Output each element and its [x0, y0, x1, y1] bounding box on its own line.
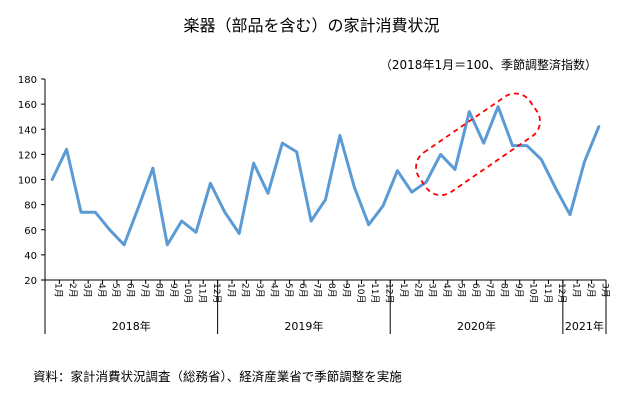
x-tick-label-group: 12月 — [211, 283, 222, 303]
x-tick-label-group: 12月 — [556, 283, 567, 303]
x-tick-label-group: 4月 — [268, 283, 279, 298]
x-tick-label-group: 6月 — [125, 283, 136, 298]
x-tick-label-group: 2月 — [240, 283, 251, 298]
x-tick-label: 5月 — [283, 283, 294, 298]
x-tick-label: 1月 — [53, 283, 64, 298]
y-tick-label: 20 — [24, 276, 37, 287]
x-tick-label: 3月 — [599, 283, 610, 298]
x-tick-label: 9月 — [168, 283, 179, 298]
x-tick-label: 10月 — [182, 283, 193, 303]
x-tick-label-group: 4月 — [441, 283, 452, 298]
year-label: 2019年 — [284, 319, 323, 333]
chart-subtitle: （2018年1月＝100、季節調整済指数） — [379, 58, 597, 72]
x-tick-label-group: 3月 — [599, 283, 610, 298]
y-tick-label: 180 — [18, 75, 37, 86]
x-tick-label-group: 8月 — [326, 283, 337, 298]
x-tick-label: 8月 — [499, 283, 510, 298]
x-tick-label: 11月 — [197, 283, 208, 303]
x-tick-label: 2月 — [67, 283, 78, 298]
x-tick-label: 1月 — [571, 283, 582, 298]
x-tick-label-group: 7月 — [484, 283, 495, 298]
x-tick-label: 3月 — [81, 283, 92, 298]
x-tick-label-group: 6月 — [297, 283, 308, 298]
x-tick-label-group: 10月 — [182, 283, 193, 303]
x-tick-label: 12月 — [384, 283, 395, 303]
x-tick-label: 3月 — [427, 283, 438, 298]
x-tick-label: 12月 — [211, 283, 222, 303]
x-tick-label: 7月 — [312, 283, 323, 298]
x-tick-label: 2月 — [412, 283, 423, 298]
x-tick-label-group: 5月 — [455, 283, 466, 298]
x-tick-label-group: 12月 — [384, 283, 395, 303]
x-tick-label-group: 6月 — [470, 283, 481, 298]
x-tick-label: 4月 — [441, 283, 452, 298]
x-tick-label-group: 5月 — [283, 283, 294, 298]
y-tick-label: 40 — [24, 251, 37, 262]
x-tick-label-group: 9月 — [340, 283, 351, 298]
x-tick-label: 7月 — [484, 283, 495, 298]
x-tick-label: 2月 — [240, 283, 251, 298]
x-tick-label-group: 1月 — [571, 283, 582, 298]
x-tick-label-group: 11月 — [369, 283, 380, 303]
y-tick-label: 100 — [18, 176, 37, 187]
x-tick-label: 10月 — [355, 283, 366, 303]
x-tick-label-group: 5月 — [110, 283, 121, 298]
x-tick-label-group: 3月 — [81, 283, 92, 298]
y-tick-label: 120 — [18, 150, 37, 161]
x-tick-label-group: 9月 — [513, 283, 524, 298]
x-tick-label: 11月 — [542, 283, 553, 303]
x-tick-label-group: 3月 — [254, 283, 265, 298]
x-tick-label-group: 1月 — [53, 283, 64, 298]
x-tick-label-group: 10月 — [355, 283, 366, 303]
x-tick-label: 8月 — [326, 283, 337, 298]
x-tick-label-group: 11月 — [197, 283, 208, 303]
x-tick-label-group: 1月 — [398, 283, 409, 298]
x-tick-label: 1月 — [225, 283, 236, 298]
year-label: 2020年 — [457, 319, 496, 333]
x-tick-label: 6月 — [297, 283, 308, 298]
x-tick-label: 4月 — [268, 283, 279, 298]
x-tick-label-group: 9月 — [168, 283, 179, 298]
y-tick-label: 80 — [24, 201, 37, 212]
x-tick-label: 3月 — [254, 283, 265, 298]
x-tick-label-group: 2月 — [67, 283, 78, 298]
x-tick-label: 5月 — [455, 283, 466, 298]
source-note: 資料：家計消費状況調査（総務省）、経済産業省で季節調整を実施 — [33, 369, 402, 384]
x-tick-label: 10月 — [527, 283, 538, 303]
x-tick-label-group: 8月 — [153, 283, 164, 298]
series-line — [50, 105, 601, 247]
x-tick-label: 1月 — [398, 283, 409, 298]
x-tick-label-group: 11月 — [542, 283, 553, 303]
y-tick-label: 60 — [24, 226, 37, 237]
x-tick-label-group: 7月 — [312, 283, 323, 298]
highlight-dashed-box — [415, 92, 541, 197]
x-tick-label: 12月 — [556, 283, 567, 303]
x-tick-label: 5月 — [110, 283, 121, 298]
x-tick-label-group: 2月 — [412, 283, 423, 298]
x-tick-label: 7月 — [139, 283, 150, 298]
year-label: 2021年 — [565, 319, 604, 333]
x-tick-label-group: 10月 — [527, 283, 538, 303]
x-tick-label: 2月 — [585, 283, 596, 298]
y-tick-label: 160 — [18, 100, 37, 111]
x-tick-label-group: 3月 — [427, 283, 438, 298]
x-tick-label: 9月 — [340, 283, 351, 298]
x-tick-label-group: 8月 — [499, 283, 510, 298]
x-tick-label: 4月 — [96, 283, 107, 298]
x-tick-label: 8月 — [153, 283, 164, 298]
chart-title: 楽器（部品を含む）の家計消費状況 — [183, 16, 440, 35]
x-tick-label: 6月 — [125, 283, 136, 298]
x-tick-label-group: 7月 — [139, 283, 150, 298]
year-label: 2018年 — [112, 319, 151, 333]
x-tick-label: 11月 — [369, 283, 380, 303]
x-tick-label: 6月 — [470, 283, 481, 298]
x-tick-label-group: 1月 — [225, 283, 236, 298]
y-tick-label: 140 — [18, 125, 37, 136]
x-tick-label-group: 4月 — [96, 283, 107, 298]
x-tick-label-group: 2月 — [585, 283, 596, 298]
x-tick-label: 9月 — [513, 283, 524, 298]
